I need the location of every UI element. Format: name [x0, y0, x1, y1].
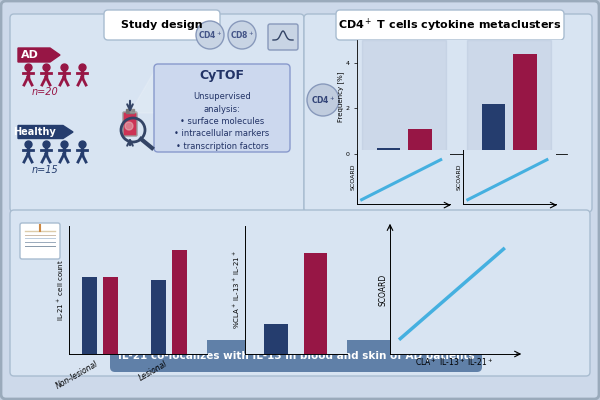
Bar — [265, 324, 288, 354]
Bar — [103, 276, 118, 354]
Y-axis label: SCOARD: SCOARD — [378, 274, 387, 306]
Text: Unsupervised
analysis:
• surface molecules
• intracellular markers
• transcripti: Unsupervised analysis: • surface molecul… — [175, 92, 269, 151]
FancyArrow shape — [18, 126, 73, 138]
Bar — [377, 148, 400, 154]
Y-axis label: %CLA$^+$ IL-13$^+$ IL-21$^+$: %CLA$^+$ IL-13$^+$ IL-21$^+$ — [232, 251, 242, 329]
FancyBboxPatch shape — [123, 112, 137, 136]
Bar — [304, 254, 327, 354]
Y-axis label: SCOARD: SCOARD — [350, 164, 356, 190]
Text: Study design: Study design — [121, 20, 203, 30]
Text: n=20: n=20 — [32, 87, 58, 97]
Text: CyTOF: CyTOF — [199, 68, 245, 82]
Circle shape — [125, 122, 133, 130]
FancyBboxPatch shape — [104, 10, 220, 40]
FancyBboxPatch shape — [336, 10, 564, 40]
FancyBboxPatch shape — [268, 24, 298, 50]
Text: CD8$^+$: CD8$^+$ — [230, 29, 254, 41]
Bar — [514, 54, 536, 154]
FancyArrow shape — [18, 48, 60, 62]
Bar — [467, 40, 551, 154]
Y-axis label: SCOARD: SCOARD — [457, 164, 462, 190]
Text: CD4$^+$ T cells cytokine metaclusters: CD4$^+$ T cells cytokine metaclusters — [338, 16, 562, 34]
X-axis label: CLA$^+$ IL-13$^+$ IL-21$^+$: CLA$^+$ IL-13$^+$ IL-21$^+$ — [415, 357, 494, 368]
Bar — [482, 104, 505, 154]
Text: CD4$^+$: CD4$^+$ — [311, 94, 335, 106]
Bar — [151, 280, 166, 354]
Text: Healthy: Healthy — [14, 127, 56, 137]
FancyBboxPatch shape — [110, 340, 482, 372]
Polygon shape — [130, 70, 285, 113]
FancyBboxPatch shape — [304, 14, 592, 212]
FancyBboxPatch shape — [10, 14, 304, 212]
Bar — [362, 40, 446, 154]
Text: CD4$^+$: CD4$^+$ — [198, 29, 222, 41]
Text: IL-21 co-localizes with IL-13 in blood and skin of AD patients: IL-21 co-localizes with IL-13 in blood a… — [118, 351, 475, 361]
FancyBboxPatch shape — [10, 210, 590, 376]
Bar — [172, 250, 187, 354]
Text: n=15: n=15 — [32, 165, 58, 175]
Bar — [82, 276, 97, 354]
Circle shape — [228, 21, 256, 49]
Circle shape — [196, 21, 224, 49]
Bar — [126, 109, 134, 113]
Text: AD: AD — [21, 50, 39, 60]
Y-axis label: Frequency [%]: Frequency [%] — [337, 72, 344, 122]
FancyBboxPatch shape — [154, 64, 290, 152]
Bar — [409, 129, 431, 154]
Circle shape — [307, 84, 339, 116]
Y-axis label: IL-21$^+$ cell count: IL-21$^+$ cell count — [56, 259, 66, 321]
FancyBboxPatch shape — [20, 223, 60, 259]
